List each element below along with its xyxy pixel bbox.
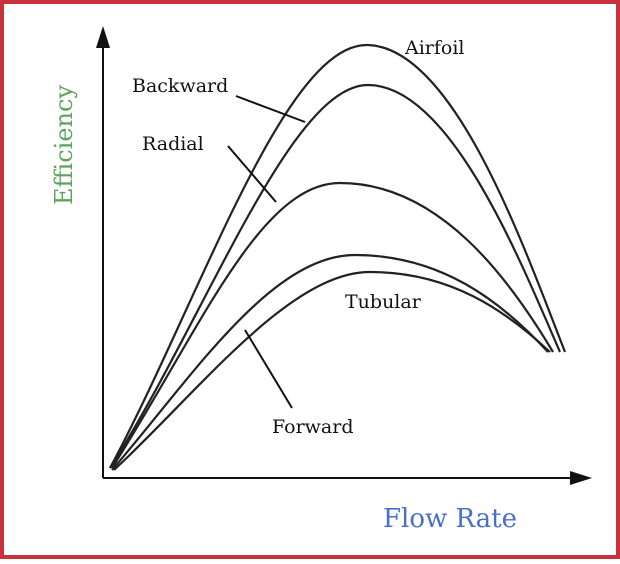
tubular-curve [111, 253, 549, 471]
airfoil-curve [109, 43, 567, 469]
backward-curve [109, 83, 562, 469]
curve-label: Tubular [345, 291, 422, 313]
curve-label: Backward [132, 75, 228, 97]
leader-line [235, 95, 306, 123]
curve-label: Airfoil [404, 37, 465, 59]
x-axis-label: Flow Rate [383, 504, 517, 534]
radial-curve [111, 181, 554, 469]
y-arrow [96, 26, 110, 48]
leader-line [227, 145, 277, 203]
y-axis-label: Efficiency [50, 85, 78, 205]
x-arrow [570, 471, 592, 485]
curve-label: Forward [272, 416, 354, 438]
forward-curve [113, 270, 551, 471]
curve-label: Radial [142, 133, 204, 155]
leader-line [244, 329, 293, 409]
